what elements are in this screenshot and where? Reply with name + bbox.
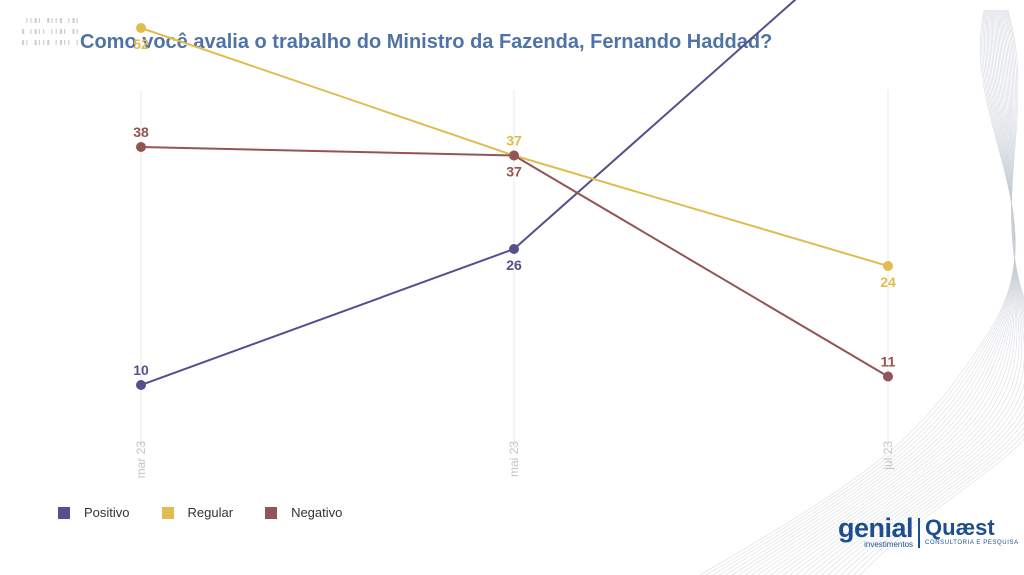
quaest-logo-text: Quæst: [925, 515, 995, 540]
legend-item-regular: Regular: [161, 505, 234, 520]
x-tick-label: mar 23: [134, 441, 148, 479]
legend-label-negativo: Negativo: [291, 505, 343, 520]
wave-line: [699, 9, 1016, 575]
barcode-mark: [76, 29, 78, 34]
wave-line: [719, 9, 1016, 575]
barcode-mark: [38, 40, 40, 45]
data-point: [136, 23, 146, 33]
legend-item-negativo: Negativo: [265, 505, 342, 520]
barcode-mark: [43, 29, 45, 34]
barcode-mark: [34, 29, 37, 34]
wave-line: [802, 9, 1022, 575]
barcode-mark: [68, 40, 70, 45]
data-label: 11: [881, 354, 896, 370]
legend-swatch-positivo: [58, 506, 70, 519]
barcode-mark: [55, 18, 57, 23]
barcode-mark: [55, 29, 57, 34]
barcode-mark: [64, 40, 66, 45]
wave-line: [795, 9, 1020, 575]
wave-line: [815, 9, 1024, 575]
wave-line: [853, 9, 1024, 575]
barcode-mark: [30, 29, 32, 34]
wave-line: [744, 9, 1015, 575]
wave-line: [846, 9, 1024, 575]
barcode-mark: [72, 29, 75, 34]
barcode-mark: [76, 40, 78, 45]
wave-line: [712, 9, 1016, 575]
genial-logo: genial investimentos: [838, 513, 914, 550]
barcode-mark: [26, 40, 28, 45]
barcode-mark: [22, 29, 25, 34]
data-point: [509, 244, 519, 254]
barcode-mark: [43, 40, 45, 45]
wave-line: [859, 9, 1024, 575]
genial-logo-text: genial: [838, 513, 914, 543]
wave-line: [808, 9, 1024, 575]
wave-line: [731, 9, 1016, 575]
barcode-mark: [68, 18, 70, 23]
wave-line: [783, 9, 1016, 575]
logo-divider: [918, 517, 921, 548]
chart-legend: Positivo Regular Negativo: [58, 505, 374, 520]
barcode-mark: [72, 18, 75, 23]
legend-label-positivo: Positivo: [84, 505, 130, 520]
wave-line: [725, 9, 1016, 575]
wave-line: [757, 9, 1015, 575]
data-label: 24: [880, 274, 896, 290]
data-label: 26: [506, 257, 522, 273]
barcode-mark: [34, 18, 37, 23]
data-point: [883, 261, 893, 271]
barcode-mark: [55, 40, 57, 45]
legend-item-positivo: Positivo: [58, 505, 130, 520]
page-title: Como você avalia o trabalho do Ministro …: [80, 31, 773, 53]
data-point: [509, 150, 519, 161]
data-label: 37: [506, 164, 522, 180]
data-label: 38: [133, 124, 149, 140]
legend-swatch-regular: [161, 506, 174, 519]
barcode-mark: [51, 29, 53, 34]
barcode-mark: [51, 18, 53, 23]
genial-logo-subtext: investimentos: [864, 540, 914, 549]
legend-swatch-negativo: [265, 506, 278, 519]
data-point: [136, 380, 146, 390]
barcode-mark: [26, 18, 28, 23]
data-point: [136, 142, 146, 152]
quaest-logo: Quæst CONSULTORIA E PESQUISA: [925, 517, 1019, 548]
barcode-mark: [38, 18, 40, 23]
data-point: [883, 371, 893, 382]
barcode-mark: [30, 18, 32, 23]
wave-line: [827, 9, 1024, 575]
data-label: 10: [133, 362, 149, 378]
barcode-mark: [47, 18, 50, 23]
barcode-mark: [59, 29, 62, 34]
wave-line: [738, 9, 1016, 575]
wave-line: [834, 9, 1024, 575]
data-label: 52: [133, 36, 149, 52]
wave-line: [789, 9, 1018, 575]
wave-line: [763, 9, 1015, 575]
wave-line: [821, 9, 1024, 575]
barcode-mark: [64, 29, 66, 34]
wave-line: [751, 9, 1015, 575]
footer-logos: genial investimentos Quæst CONSULTORIA E…: [838, 513, 1019, 550]
x-tick-label: mai 23: [507, 441, 521, 477]
data-label: 37: [506, 133, 522, 149]
wave-line: [840, 9, 1024, 575]
wave-line: [706, 9, 1016, 575]
barcode-mark: [38, 29, 40, 34]
wave-line: [770, 9, 1015, 575]
barcode-mark: [22, 40, 25, 45]
barcode-mark: [59, 40, 62, 45]
barcode-mark: [34, 40, 37, 45]
barcode-mark: [76, 18, 78, 23]
legend-label-regular: Regular: [187, 505, 234, 520]
quaest-logo-subtext: CONSULTORIA E PESQUISA: [925, 540, 1019, 546]
wave-line: [776, 9, 1016, 575]
barcode-mark: [59, 18, 62, 23]
barcode-mark: [47, 40, 50, 45]
x-tick-label: jul 23: [881, 441, 895, 471]
